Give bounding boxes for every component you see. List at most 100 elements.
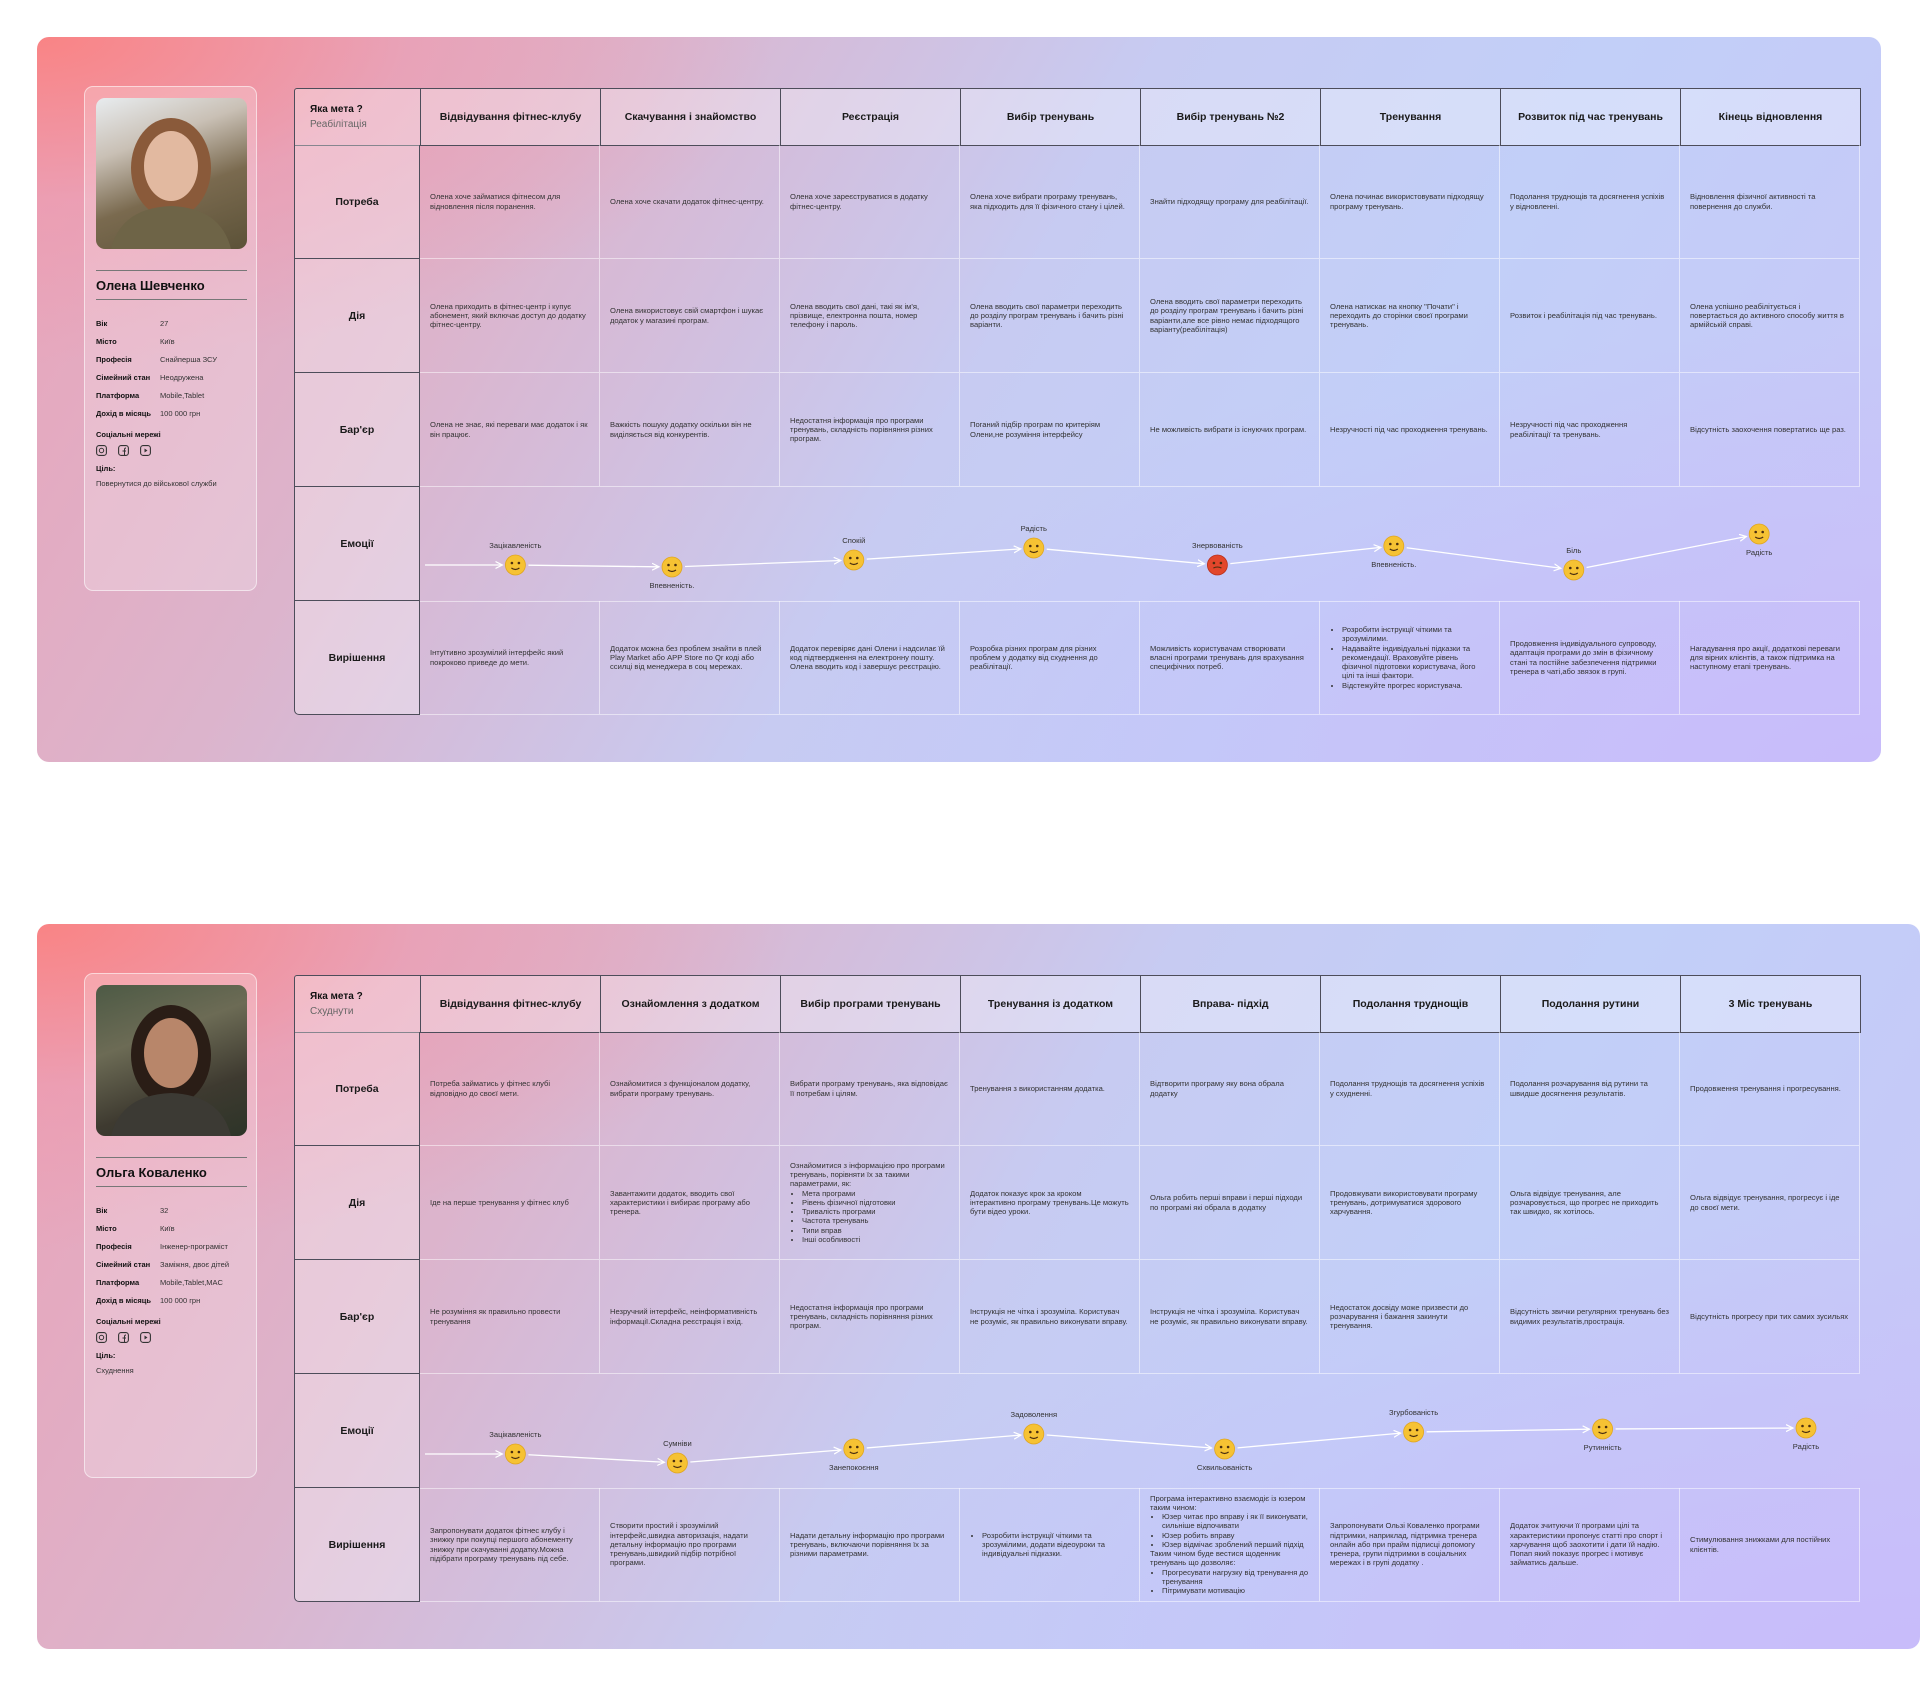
field-label: Професія bbox=[96, 355, 132, 364]
journey-cell: Олена вводить свої дані, такі як ім'я, п… bbox=[780, 259, 960, 373]
emotion-eye bbox=[1029, 544, 1032, 548]
emotion-arrow bbox=[690, 1450, 840, 1463]
journey-cell: Розвиток і реабілітація під час тренуван… bbox=[1500, 259, 1680, 373]
cell-list-item: Розробити інструкції чіткими та зрозуміл… bbox=[982, 1531, 1129, 1559]
emotion-eye bbox=[849, 556, 852, 560]
instagram-icon[interactable] bbox=[96, 1332, 107, 1343]
profile-field: Дохід в місяць 100 000 грн bbox=[96, 1296, 251, 1305]
journey-cell: Олена починає використовувати підходящу … bbox=[1320, 145, 1500, 259]
emotion-mouth bbox=[1801, 1430, 1811, 1434]
cell-list-item: Частота тренувань bbox=[802, 1216, 949, 1225]
cell-text: Програма інтерактивно взаємодіє із юзеро… bbox=[1150, 1493, 1306, 1512]
emotion-label: Згурбованість bbox=[1389, 1408, 1438, 1417]
emotion-eye bbox=[510, 561, 514, 565]
cell-text: Продовження індивідуального супроводу, а… bbox=[1510, 639, 1657, 676]
cell-text: Інструкція не чітка і зрозуміла. Користу… bbox=[1150, 1307, 1308, 1326]
emotion-eye bbox=[1754, 530, 1757, 534]
emotion-arrow bbox=[1230, 547, 1381, 565]
emotion-eye bbox=[1415, 1428, 1419, 1432]
emotion-eye bbox=[1396, 542, 1399, 546]
cell-text: Створити простий і зрозумілий інтерфейс,… bbox=[610, 1521, 748, 1568]
journey-cell: Вибрати програму тренувань, яка відповід… bbox=[780, 1032, 960, 1146]
icon-glyph bbox=[122, 1334, 127, 1342]
shoulders bbox=[111, 206, 231, 249]
cell-list-item: Юзер відмічає зроблений перший підхід bbox=[1162, 1540, 1309, 1549]
emotion-curve: Зацікавленість Сумніви Занепокоєння Задовол… bbox=[420, 1408, 1860, 1489]
journey-cell: Відновлення фізичної активності та повер… bbox=[1680, 145, 1860, 259]
cell-text: Додаток можна без проблем знайти в плей … bbox=[610, 643, 762, 672]
emotion-arrow bbox=[866, 1435, 1021, 1449]
youtube-icon[interactable] bbox=[140, 1332, 151, 1343]
cell-text: Інтуїтивно зрозумілий інтерфейс який пок… bbox=[430, 648, 564, 667]
emotion-label: Задоволення bbox=[1010, 1410, 1057, 1419]
emotion-face bbox=[1795, 1417, 1817, 1439]
face bbox=[144, 131, 198, 201]
profile-fields: Вік 27 Місто Київ Професія Снайперша ЗСУ Сімей… bbox=[96, 319, 251, 488]
emotion-eye bbox=[510, 1450, 514, 1454]
profile-field: Професія Снайперша ЗСУ bbox=[96, 355, 251, 364]
emotion-arrow bbox=[1046, 1434, 1212, 1448]
cell-text: Таким чином буде вестися щоденник тренув… bbox=[1150, 1549, 1281, 1568]
journey-cell: Недостатня інформація про програми трену… bbox=[780, 1260, 960, 1374]
journey-cell: Надати детальну інформацію про програми … bbox=[780, 1488, 960, 1602]
emotion-eye bbox=[672, 1459, 676, 1463]
cell-text: Подолання розчарування від рутини та шви… bbox=[1510, 1079, 1648, 1098]
icon-glyph bbox=[98, 447, 105, 454]
cell-text: Не розуміння як правильно провести трену… bbox=[430, 1307, 561, 1326]
emotion-mouth bbox=[667, 569, 677, 573]
emotion-label: Схвильованість bbox=[1197, 1463, 1252, 1472]
row-label: Дія bbox=[294, 1146, 420, 1260]
field-label: Сімейний стан bbox=[96, 1260, 151, 1269]
icon-glyph bbox=[98, 1334, 105, 1341]
emotion-label: Занепокоєння bbox=[829, 1463, 879, 1472]
emotion-eye bbox=[1408, 1428, 1412, 1432]
journey-cell: Незручності під час проходження тренуван… bbox=[1320, 373, 1500, 487]
instagram-icon[interactable] bbox=[96, 445, 107, 456]
cell-text: Додаток перевіряє дані Олени і надсилає … bbox=[790, 643, 945, 672]
cell-text: Додаток зчитуючи її програми цілі та хар… bbox=[1510, 1521, 1663, 1568]
youtube-icon[interactable] bbox=[140, 445, 151, 456]
cell-text: Відсутність звички регулярних тренувань … bbox=[1510, 1307, 1669, 1326]
facebook-icon[interactable] bbox=[118, 445, 129, 456]
row-label: Емоції bbox=[294, 487, 420, 601]
journey-cell: Стимулювання знижками для постійних кліє… bbox=[1680, 1488, 1860, 1602]
journey-cell: Відтворити програму яку вона обрала дода… bbox=[1140, 1032, 1320, 1146]
journey-cell: Тренування з використанням додатка. bbox=[960, 1032, 1140, 1146]
journey-cell: Олена натискає на кнопку "Почати" і пере… bbox=[1320, 259, 1500, 373]
profile-panel: Олена Шевченко Вік 27 Місто Київ Професія Снай… bbox=[84, 86, 257, 591]
emotion-arrow bbox=[528, 565, 659, 567]
facebook-icon[interactable] bbox=[118, 1332, 129, 1343]
journey-cell: Продовження індивідуального супроводу, а… bbox=[1500, 601, 1680, 715]
journey-cell: Олена хоче вибрати програму тренувань, я… bbox=[960, 145, 1140, 259]
goal-value: Повернутися до військової служби bbox=[96, 479, 217, 488]
field-value: Київ bbox=[160, 1224, 175, 1233]
emotion-face bbox=[1383, 535, 1405, 557]
journey-cell: Нагадування про акції, додаткові переваг… bbox=[1680, 601, 1860, 715]
cell-text: Олена успішно реабілітується і повертаєт… bbox=[1690, 301, 1844, 330]
stage-header: Розвиток під час тренувань bbox=[1500, 88, 1681, 146]
cell-list-item: Тривалість програми bbox=[802, 1207, 949, 1216]
emotion-mouth bbox=[1220, 1451, 1229, 1455]
field-value: 32 bbox=[160, 1206, 169, 1215]
field-label: Сімейний стан bbox=[96, 373, 151, 382]
cell-text: Потреба займатись у фітнес клубі відпові… bbox=[430, 1079, 551, 1098]
field-value: Київ bbox=[160, 337, 175, 346]
journey-cell: Олена вводить свої параметри переходить … bbox=[960, 259, 1140, 373]
cell-text: Незручний інтерфейс, неінформативність і… bbox=[610, 1307, 758, 1326]
emotion-eye bbox=[1036, 1430, 1039, 1434]
cell-text: Знайти підходящу програму для реабілітац… bbox=[1150, 196, 1309, 206]
cell-text: Недостаток досвіду може призвести до роз… bbox=[1330, 1302, 1469, 1331]
journey-cell: Додаток перевіряє дані Олени і надсилає … bbox=[780, 601, 960, 715]
cell-text: Олена вводить свої дані, такі як ім'я, п… bbox=[790, 301, 920, 330]
journey-cell: Відсутність прогресу при тих самих зусил… bbox=[1680, 1260, 1860, 1374]
goal-question: Яка мета ? bbox=[310, 991, 363, 1002]
journey-cell: Недостаток досвіду може призвести до роз… bbox=[1320, 1260, 1500, 1374]
icon-frame bbox=[96, 1332, 107, 1343]
emotion-label: Радість bbox=[1021, 524, 1047, 533]
cell-text: Продовження тренування і прогресування. bbox=[1690, 1083, 1841, 1093]
cell-list: Прогресувати нагрузку від тренування до … bbox=[1150, 1568, 1309, 1596]
emotion-label: Радість bbox=[1746, 548, 1772, 557]
emotion-eye bbox=[1761, 530, 1764, 534]
journey-cell: Подолання розчарування від рутини та шви… bbox=[1500, 1032, 1680, 1146]
journey-cell: Олена хоче зареєструватися в додатку фіт… bbox=[780, 145, 960, 259]
